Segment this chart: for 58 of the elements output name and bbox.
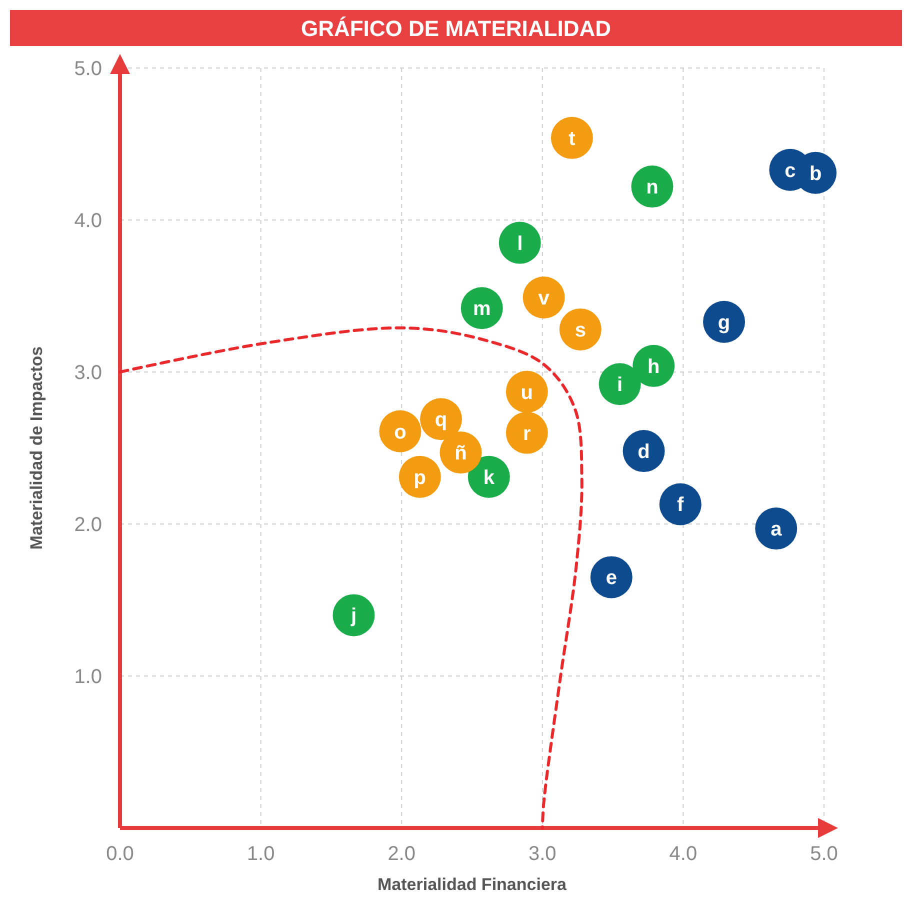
annotation: k	[483, 466, 496, 489]
point	[420, 398, 462, 440]
x-tick-label: 1.0	[246, 843, 275, 865]
point	[622, 430, 665, 472]
point	[755, 508, 798, 550]
y-tick-label: 2.0	[74, 514, 102, 536]
point	[703, 300, 746, 343]
point	[522, 276, 565, 319]
point	[598, 363, 641, 406]
annotation: ñ	[454, 442, 467, 465]
annotation: i	[617, 374, 623, 396]
annotation: f	[677, 494, 684, 516]
y-tick-label: 1.0	[74, 666, 102, 688]
annotation: j	[350, 605, 357, 628]
annotation: u	[520, 382, 534, 404]
annotation: o	[394, 421, 406, 444]
x-tick-label: 5.0	[810, 843, 838, 865]
annotation: d	[638, 441, 650, 464]
point	[590, 556, 632, 598]
chart-title: GRÁFICO DE MATERIALIDAD	[300, 16, 612, 41]
point	[559, 308, 602, 350]
point	[506, 412, 548, 454]
point	[379, 410, 422, 452]
line-series	[118, 326, 584, 830]
annotation: a	[770, 518, 783, 541]
point	[632, 344, 675, 387]
x-tick-label: 4.0	[669, 843, 698, 865]
point	[506, 370, 548, 413]
point	[659, 483, 702, 526]
annotation: c	[784, 160, 796, 182]
annotation: q	[434, 409, 448, 432]
annotation: s	[574, 319, 586, 342]
annotation: m	[472, 298, 491, 320]
point	[631, 166, 674, 208]
y-tick-label: 5.0	[74, 58, 102, 80]
point	[440, 432, 482, 474]
point	[550, 116, 593, 159]
annotation: r	[523, 422, 532, 445]
annotation: v	[538, 288, 550, 310]
y-tick-label: 3.0	[74, 362, 102, 384]
x-tick-label: 3.0	[528, 843, 556, 865]
y-tick-label: 4.0	[74, 210, 102, 232]
annotation: l	[517, 232, 523, 255]
point	[332, 594, 375, 636]
point	[460, 287, 503, 330]
annotation: p	[414, 466, 426, 489]
y-axis-title: Materialidad de Impactos	[27, 346, 46, 550]
point	[398, 456, 441, 498]
annotation: g	[718, 312, 730, 334]
annotation: t	[568, 128, 576, 150]
annotation: b	[809, 162, 822, 185]
point	[498, 222, 541, 264]
x-axis-title: Materialidad Financiera	[378, 875, 568, 894]
x-tick-label: 0.0	[106, 843, 134, 865]
annotation: e	[606, 567, 617, 590]
annotation: h	[648, 356, 660, 378]
x-tick-label: 2.0	[388, 843, 416, 865]
annotation: n	[646, 176, 658, 199]
